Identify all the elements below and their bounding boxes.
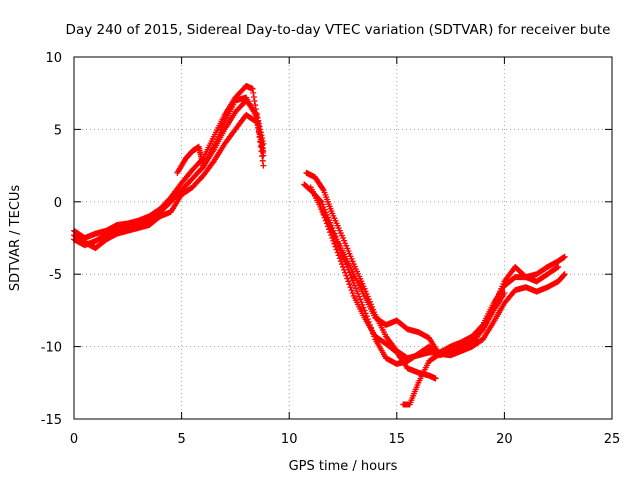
data-point: [336, 255, 343, 262]
data-point: [319, 185, 326, 192]
data-point: [332, 243, 339, 250]
data-point: [334, 249, 341, 256]
data-point: [330, 237, 337, 244]
x-axis-ticks: 0 5 10 15 20 25: [70, 57, 620, 447]
y-axis-ticks: -15 -10 -5 0 5 10: [41, 51, 612, 428]
x-tick-label: 15: [389, 432, 406, 447]
y-tick-label: -15: [41, 413, 62, 428]
data-point: [343, 272, 350, 279]
y-tick-label: 0: [54, 196, 62, 211]
data-point: [260, 148, 267, 155]
data-layer: [71, 82, 568, 408]
y-tick-label: 10: [45, 51, 62, 66]
x-tick-label: 10: [281, 432, 298, 447]
data-point: [342, 269, 349, 276]
data-point: [348, 287, 355, 294]
y-tick-label: -10: [41, 341, 62, 356]
y-tick-label: -5: [49, 268, 62, 283]
x-tick-label: 25: [604, 432, 621, 447]
data-point: [432, 375, 439, 382]
series-track-3: [174, 94, 562, 408]
data-point: [347, 284, 354, 291]
data-point: [501, 290, 508, 297]
y-tick-label: 5: [54, 123, 62, 138]
data-point: [561, 253, 568, 260]
series-track-4: [71, 111, 508, 359]
data-point: [340, 263, 346, 270]
x-tick-label: 5: [177, 432, 185, 447]
data-point: [356, 293, 363, 300]
data-point: [341, 266, 348, 273]
data-point: [352, 285, 359, 292]
data-point: [344, 275, 351, 282]
data-point: [357, 296, 364, 303]
data-point: [349, 290, 356, 297]
x-axis-label: GPS time / hours: [289, 459, 398, 474]
data-point: [335, 252, 342, 259]
data-point: [355, 290, 362, 297]
plot-frame: [73, 56, 613, 420]
data-point: [554, 264, 561, 271]
data-point: [252, 118, 259, 125]
y-axis-label: SDTVAR / TECUs: [8, 185, 23, 292]
data-point: [337, 258, 344, 265]
x-tick-label: 20: [496, 432, 513, 447]
data-point: [260, 162, 267, 169]
data-point: [346, 281, 353, 288]
chart-title: Day 240 of 2015, Sidereal Day-to-day VTE…: [66, 22, 611, 38]
data-point: [555, 263, 562, 270]
data-point: [561, 271, 568, 278]
x-tick-label: 0: [70, 432, 78, 447]
data-point: [333, 246, 340, 253]
data-point: [360, 304, 367, 311]
data-point: [345, 278, 352, 285]
data-point: [338, 261, 345, 268]
series-track-2: [71, 97, 568, 367]
data-point: [353, 288, 360, 295]
